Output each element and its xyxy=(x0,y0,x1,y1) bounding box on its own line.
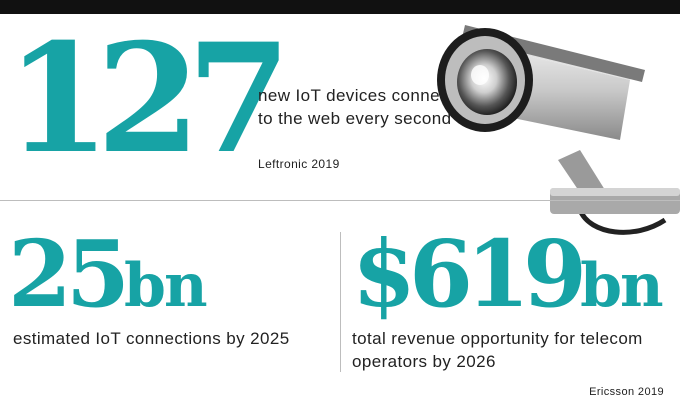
stat-25bn-value: 25 xyxy=(8,220,130,328)
top-bar xyxy=(0,0,680,14)
vertical-divider xyxy=(340,232,341,372)
security-camera-icon xyxy=(437,25,680,235)
stat-25bn-description: estimated IoT connections by 2025 xyxy=(13,329,290,348)
stat-127-number: 127 xyxy=(6,11,291,187)
stat-619bn-description: total revenue opportunity for telecom op… xyxy=(352,329,643,371)
stat-619bn-source: Ericsson 2019 xyxy=(589,386,664,398)
stat-127-source: Leftronic 2019 xyxy=(258,157,340,171)
stat-619bn-number: $619bn xyxy=(352,228,664,321)
stat-619bn-suffix: bn xyxy=(580,251,664,321)
stat-127-description: new IoT devices connect to the web every… xyxy=(258,86,454,128)
stat-25bn-suffix: bn xyxy=(124,251,208,321)
stat-619bn-value: $619 xyxy=(352,220,587,328)
horizontal-divider xyxy=(0,200,680,201)
stat-25bn-number: 25bn xyxy=(8,228,208,321)
